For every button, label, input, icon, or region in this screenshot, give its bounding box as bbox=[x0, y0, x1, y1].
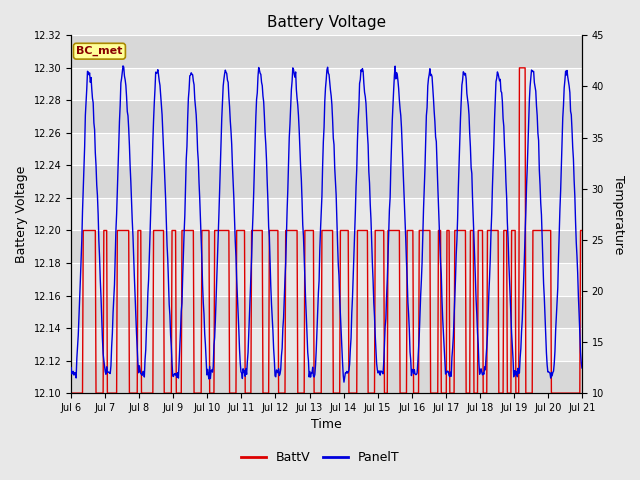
Text: BC_met: BC_met bbox=[76, 46, 123, 56]
Bar bbox=[71, 198, 582, 230]
Bar bbox=[71, 263, 582, 296]
Bar bbox=[71, 36, 582, 68]
Bar bbox=[71, 328, 582, 360]
Bar bbox=[71, 360, 582, 393]
Bar bbox=[71, 230, 582, 263]
Y-axis label: Temperature: Temperature bbox=[612, 175, 625, 254]
X-axis label: Time: Time bbox=[311, 419, 342, 432]
Bar bbox=[71, 133, 582, 166]
Legend: BattV, PanelT: BattV, PanelT bbox=[236, 446, 404, 469]
Bar bbox=[71, 296, 582, 328]
Bar bbox=[71, 166, 582, 198]
Y-axis label: Battery Voltage: Battery Voltage bbox=[15, 166, 28, 263]
Title: Battery Voltage: Battery Voltage bbox=[267, 15, 386, 30]
Bar bbox=[71, 100, 582, 133]
Bar bbox=[71, 68, 582, 100]
